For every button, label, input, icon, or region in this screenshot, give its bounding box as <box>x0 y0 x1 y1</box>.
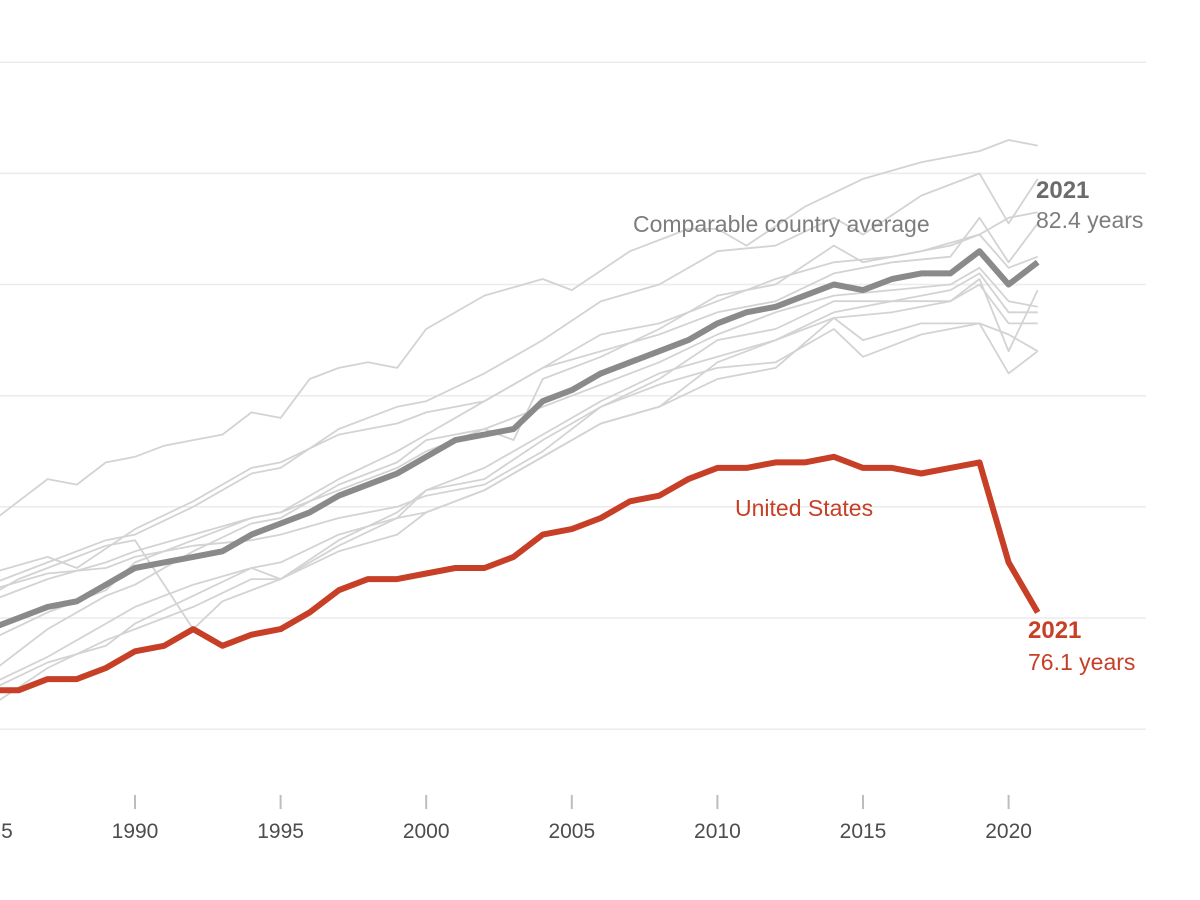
country-line-country-2 <box>0 172 1039 582</box>
country-line-country-6 <box>0 266 1038 599</box>
us-series-label: United States <box>735 495 874 521</box>
average-series-label: Comparable country average <box>633 211 930 237</box>
us-callout-value: 76.1 years <box>1028 649 1136 675</box>
average-callout-year: 2021 <box>1036 177 1090 204</box>
country-line-country-1 <box>0 139 1038 517</box>
average-callout-value: 82.4 years <box>1036 207 1144 233</box>
country-line-country-8 <box>0 283 1038 701</box>
country-line-country-9 <box>0 278 1039 681</box>
country-line-country-11 <box>0 317 1039 687</box>
us-line <box>0 453 1041 694</box>
country-line-country-7 <box>0 272 1038 589</box>
us-callout-year: 2021 <box>1028 617 1082 644</box>
average-line <box>0 248 1040 629</box>
country-line-country-5 <box>0 216 1039 572</box>
country-line-country-10 <box>0 322 1039 630</box>
